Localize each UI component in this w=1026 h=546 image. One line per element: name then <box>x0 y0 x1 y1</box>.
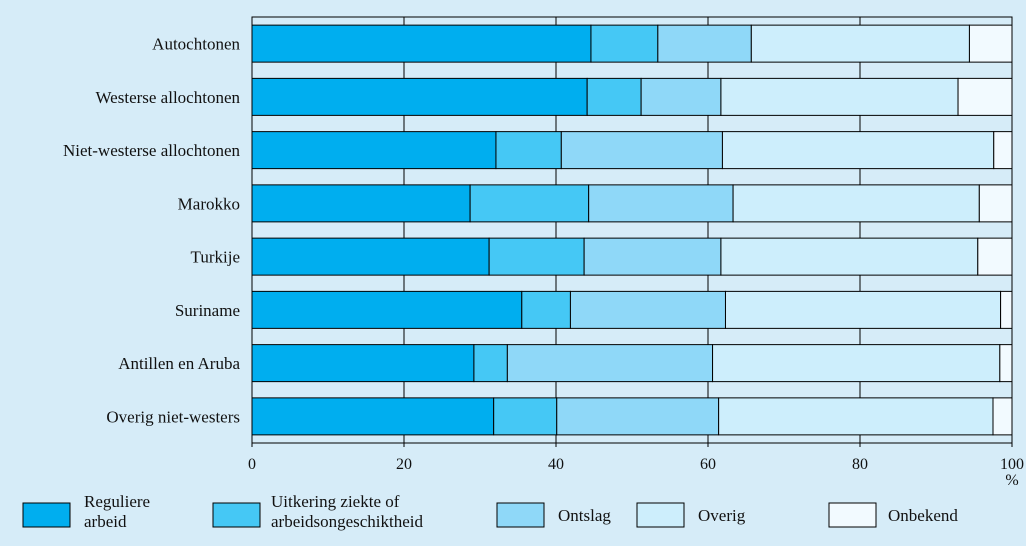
legend-label-overig: Overig <box>698 506 746 525</box>
legend-label-uitkering-ziekte-of-arbeidsongeschiktheid-line-2: arbeidsongeschiktheid <box>271 512 424 531</box>
bar-antillen-en-aruba-reguliere-arbeid <box>251 344 475 383</box>
x-tick-label-20: 20 <box>396 456 412 473</box>
bar-marokko-uitkering-ziekte-of-arbeidsongeschiktheid <box>469 184 590 223</box>
bar-suriname-uitkering-ziekte-of-arbeidsongeschiktheid <box>521 290 571 329</box>
bar-overig-niet-westers-reguliere-arbeid <box>251 397 495 436</box>
bar-antillen-en-aruba-ontslag <box>506 344 714 383</box>
category-label-overig-niet-westers: Overig niet-westers <box>106 407 240 426</box>
bar-antillen-en-aruba-overig <box>712 344 1001 383</box>
bar-antillen-en-aruba-uitkering-ziekte-of-arbeidsongeschiktheid <box>473 344 508 383</box>
category-label-antillen-en-aruba: Antillen en Aruba <box>118 354 240 373</box>
legend-swatch-overig <box>636 502 685 528</box>
x-axis-unit: % <box>1005 472 1018 489</box>
bar-autochtonen-overig <box>750 24 970 63</box>
bar-turkije-ontslag <box>583 237 722 276</box>
bars <box>251 24 1013 436</box>
bar-autochtonen-uitkering-ziekte-of-arbeidsongeschiktheid <box>590 24 659 63</box>
bar-niet-westerse-allochtonen-overig <box>721 131 995 170</box>
plot-frame <box>251 16 1013 444</box>
bar-marokko-overig <box>732 184 980 223</box>
bar-overig-niet-westers-uitkering-ziekte-of-arbeidsongeschiktheid <box>493 397 558 436</box>
legend-swatch-ontslag <box>496 502 545 528</box>
bar-marokko-reguliere-arbeid <box>251 184 471 223</box>
bar-suriname-reguliere-arbeid <box>251 290 523 329</box>
category-label-suriname: Suriname <box>175 301 240 320</box>
bar-turkije-uitkering-ziekte-of-arbeidsongeschiktheid <box>488 237 585 276</box>
bar-niet-westerse-allochtonen-reguliere-arbeid <box>251 131 497 170</box>
bar-niet-westerse-allochtonen-ontslag <box>560 131 723 170</box>
bar-suriname-ontslag <box>569 290 726 329</box>
legend-swatch-uitkering-ziekte-of-arbeidsongeschiktheid <box>212 502 261 528</box>
x-tick-label-40: 40 <box>548 456 564 473</box>
bar-niet-westerse-allochtonen-uitkering-ziekte-of-arbeidsongeschiktheid <box>495 131 562 170</box>
bar-marokko-ontslag <box>588 184 734 223</box>
legend-swatch-reguliere-arbeid <box>22 502 71 528</box>
bar-marokko-onbekend <box>978 184 1013 223</box>
bar-autochtonen-reguliere-arbeid <box>251 24 592 63</box>
category-labels: Autochtonen Westerse allochtonen Niet-west… <box>63 35 241 427</box>
legend-label-uitkering-ziekte-of-arbeidsongeschiktheid-line-1: Uitkering ziekte of <box>271 492 400 511</box>
x-tick-label-100: 100 <box>1000 456 1024 473</box>
bar-turkije-overig <box>720 237 979 276</box>
bar-niet-westerse-allochtonen-onbekend <box>993 131 1013 170</box>
bar-westerse-allochtonen-overig <box>720 77 959 116</box>
legend-label-reguliere-arbeid-line-1: Reguliere <box>84 492 150 511</box>
bar-turkije-onbekend <box>977 237 1013 276</box>
legend-label-onbekend: Onbekend <box>888 506 958 525</box>
x-axis-ticks: 0 20 40 60 80 100% <box>248 443 1024 489</box>
category-label-turkije: Turkije <box>191 248 240 267</box>
bar-westerse-allochtonen-ontslag <box>640 77 722 116</box>
bar-suriname-onbekend <box>1000 290 1013 329</box>
x-tick-label-60: 60 <box>700 456 716 473</box>
bar-westerse-allochtonen-onbekend <box>957 77 1013 116</box>
bar-autochtonen-ontslag <box>657 24 752 63</box>
legend-label-reguliere-arbeid-line-2: arbeid <box>84 512 127 531</box>
plot-border <box>251 16 1013 444</box>
bar-overig-niet-westers-overig <box>718 397 994 436</box>
bar-overig-niet-westers-onbekend <box>992 397 1013 436</box>
bar-autochtonen-onbekend <box>968 24 1013 63</box>
bar-antillen-en-aruba-onbekend <box>999 344 1013 383</box>
category-label-marokko: Marokko <box>178 194 240 213</box>
x-tick-label-80: 80 <box>852 456 868 473</box>
bar-turkije-reguliere-arbeid <box>251 237 490 276</box>
legend-swatch-onbekend <box>828 502 877 528</box>
bar-suriname-overig <box>724 290 1002 329</box>
x-tick-label-0: 0 <box>248 456 256 473</box>
category-label-niet-westerse-allochtonen: Niet-westerse allochtonen <box>63 141 241 160</box>
bar-westerse-allochtonen-reguliere-arbeid <box>251 77 588 116</box>
bar-overig-niet-westers-ontslag <box>556 397 720 436</box>
legend-label-ontslag: Ontslag <box>558 506 611 525</box>
category-label-autochtonen: Autochtonen <box>152 35 240 54</box>
category-label-westerse-allochtonen: Westerse allochtonen <box>96 88 241 107</box>
bar-westerse-allochtonen-uitkering-ziekte-of-arbeidsongeschiktheid <box>586 77 642 116</box>
